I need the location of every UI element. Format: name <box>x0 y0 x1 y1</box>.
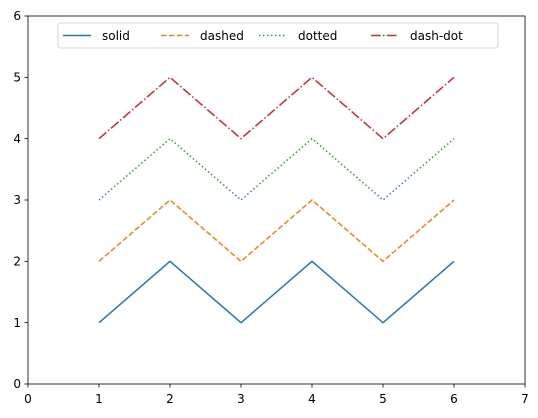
series-line-solid <box>98 260 455 324</box>
y-tick-label: 2 <box>13 255 21 269</box>
legend-label: solid <box>102 29 130 43</box>
x-axis: 0 1 2 3 4 5 6 7 <box>24 384 529 406</box>
legend: solid dashed dotted dash-dot <box>57 22 499 49</box>
x-tick-label: 7 <box>521 392 529 406</box>
y-tick-label: 5 <box>13 71 21 85</box>
x-tick-label: 2 <box>166 392 174 406</box>
series-layer <box>98 76 455 324</box>
legend-box <box>57 22 499 49</box>
y-axis: 0 1 2 3 4 5 6 <box>13 9 28 391</box>
y-tick-label: 1 <box>13 316 21 330</box>
series-line-dash-dot <box>98 76 455 140</box>
x-tick-label: 1 <box>95 392 103 406</box>
x-tick-label: 6 <box>450 392 458 406</box>
x-tick-label: 5 <box>379 392 387 406</box>
x-tick-label: 0 <box>24 392 32 406</box>
legend-label: dotted <box>298 29 337 43</box>
legend-entry: dash-dot <box>371 29 463 43</box>
legend-label: dash-dot <box>410 29 463 43</box>
y-tick-label: 3 <box>13 193 21 207</box>
x-tick-label: 4 <box>308 392 316 406</box>
y-tick-label: 6 <box>13 9 21 23</box>
legend-entry: dashed <box>161 29 244 43</box>
legend-label: dashed <box>200 29 244 43</box>
legend-entry: dotted <box>259 29 337 43</box>
y-tick-label: 4 <box>13 132 21 146</box>
y-tick-label: 0 <box>13 377 21 391</box>
series-line-dashed <box>98 199 455 263</box>
x-tick-label: 3 <box>237 392 245 406</box>
legend-entry: solid <box>63 29 130 43</box>
plot-area <box>28 16 525 384</box>
